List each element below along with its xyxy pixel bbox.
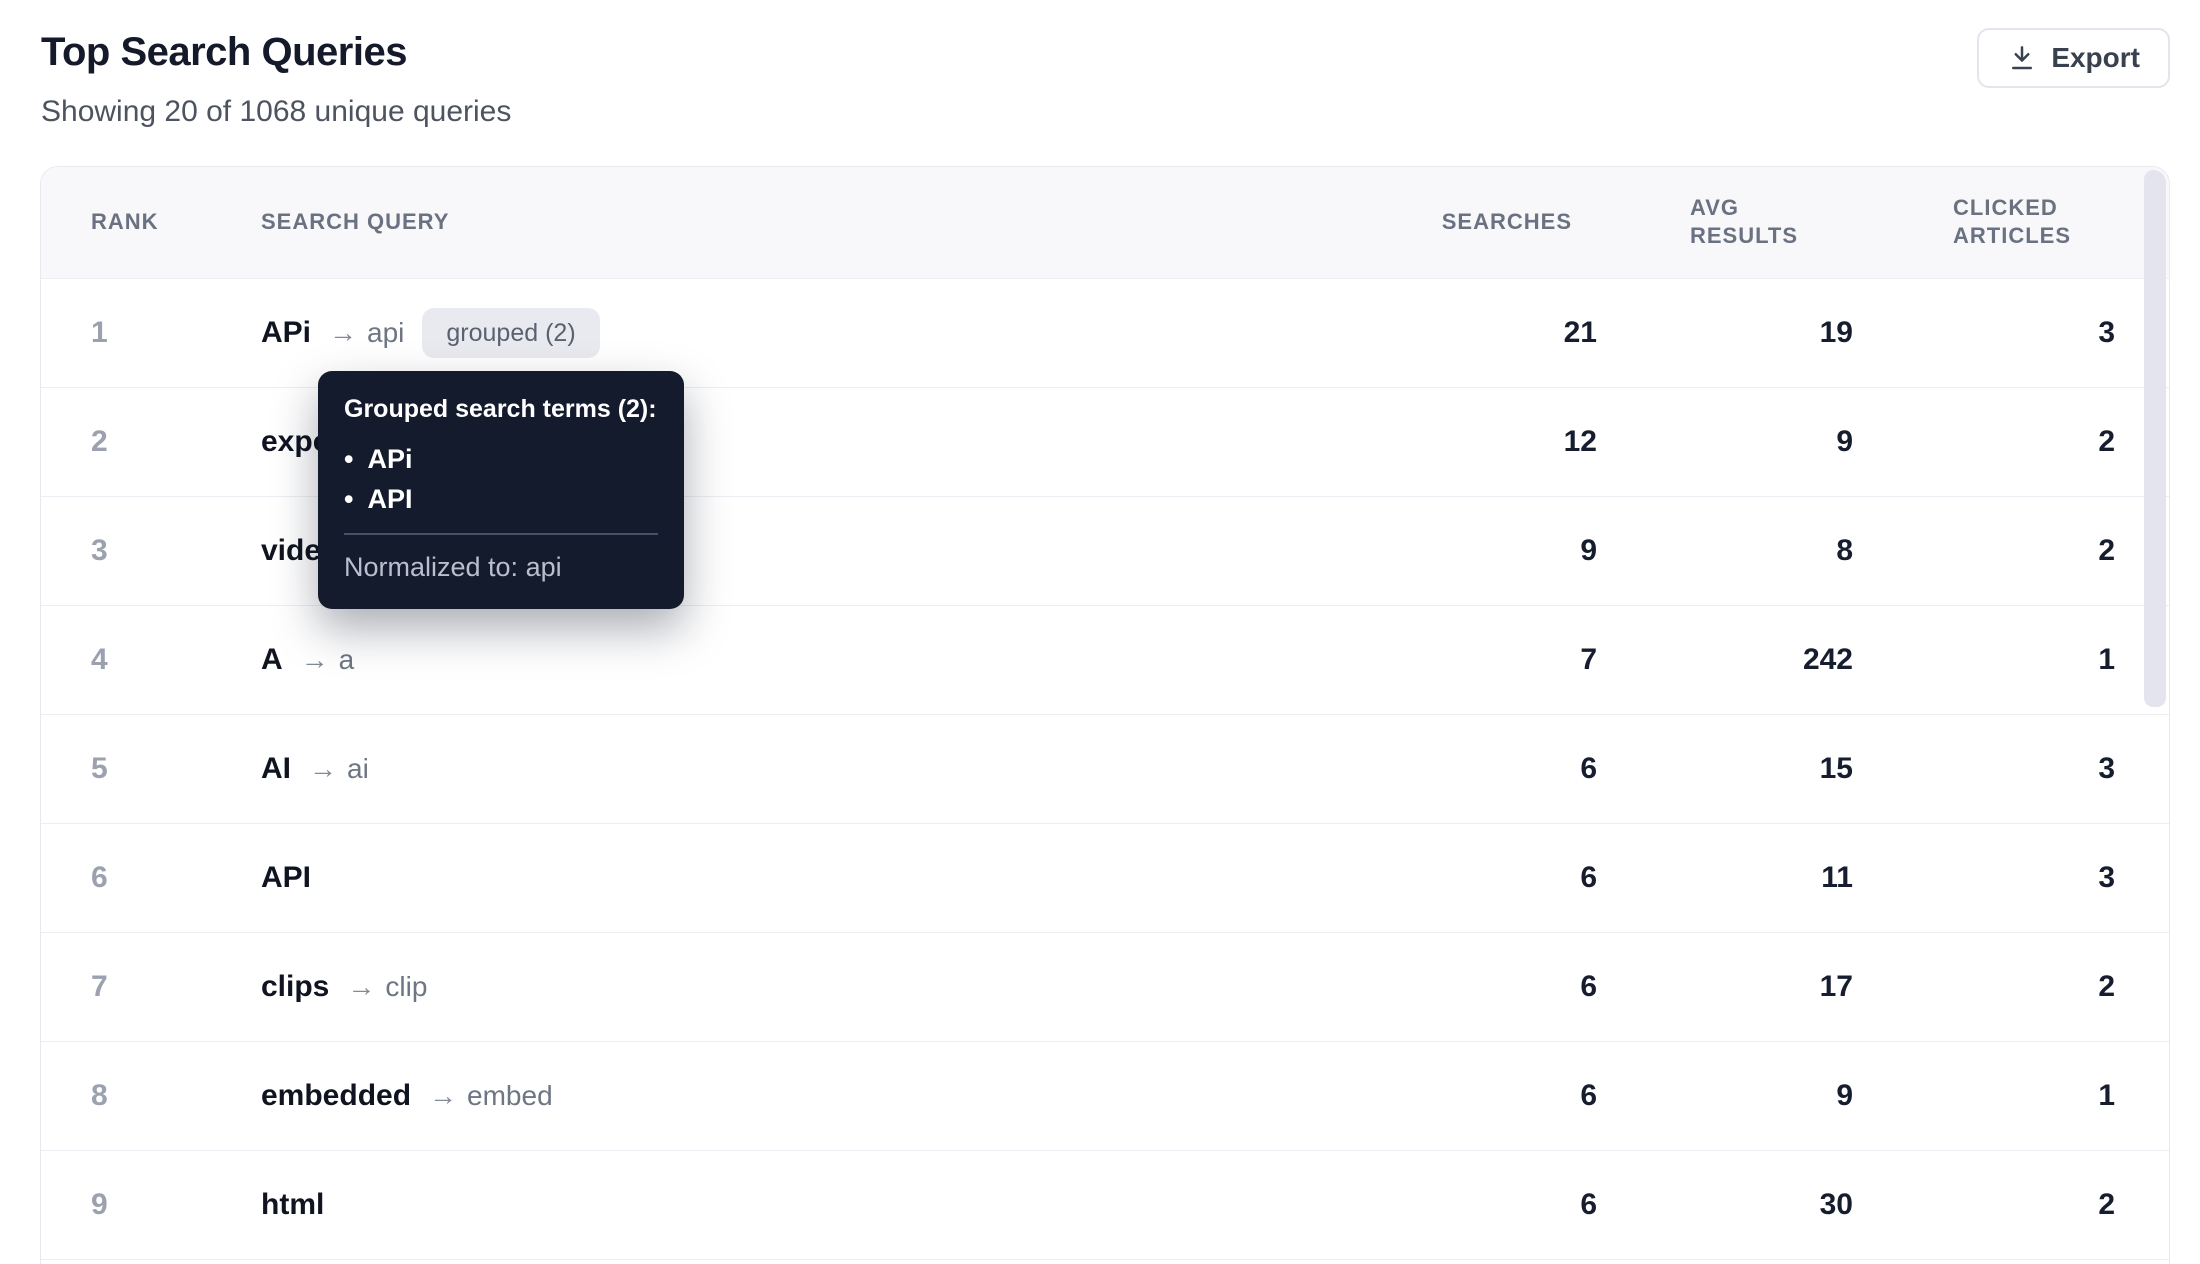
bullet-icon: •: [344, 484, 354, 514]
normalization: → api: [329, 317, 404, 349]
arrow-right-icon: →: [329, 316, 358, 348]
clicked-articles-cell: 1: [1861, 1040, 2169, 1150]
tooltip-item: • APi: [344, 439, 658, 479]
avg-results-cell: 15: [1605, 713, 1861, 823]
clicked-articles-cell: 2: [1861, 931, 2169, 1041]
clicked-articles-cell: 1: [1861, 604, 2169, 714]
arrow-right-icon: →: [300, 643, 329, 675]
avg-results-cell: 17: [1605, 931, 1861, 1041]
normalization: → embed: [429, 1080, 553, 1112]
searches-cell: 6: [1305, 713, 1605, 823]
rank-cell: 5: [41, 713, 261, 823]
query-text: API: [261, 860, 312, 894]
rank-cell: 4: [41, 604, 261, 714]
clicked-articles-cell: 2: [1861, 1149, 2169, 1260]
normalization: → ai: [309, 753, 369, 785]
table-row: 1 APi → api grouped (2) 21 19 3: [41, 277, 2169, 387]
avg-results-cell: 30: [1605, 1149, 1861, 1260]
tooltip-divider: [344, 533, 658, 535]
table-row: 5 AI → ai 6 15 3: [41, 713, 2169, 823]
query-text: AI: [261, 751, 291, 785]
query-cell: clips → clip: [261, 931, 1305, 1041]
tooltip-normalized-text: Normalized to: api: [344, 552, 562, 582]
bullet-icon: •: [344, 444, 354, 474]
export-button[interactable]: Export: [1977, 28, 2170, 88]
query-text: clips: [261, 969, 330, 1003]
searches-cell: 6: [1305, 1149, 1605, 1260]
column-header-search-query: SEARCH QUERY: [261, 167, 1305, 278]
query-cell: html: [261, 1149, 1305, 1260]
query-cell: APi → api grouped (2): [261, 277, 1305, 387]
avg-results-cell: 9: [1605, 1040, 1861, 1150]
rank-cell: 2: [41, 386, 261, 496]
grouped-terms-tooltip: Grouped search terms (2): • APi • API Norm…: [318, 371, 684, 609]
column-header-clicked-articles: CLICKED ARTICLES: [1861, 167, 2169, 278]
export-button-label: Export: [2051, 42, 2140, 73]
clicked-articles-cell: 3: [1861, 822, 2169, 932]
rank-cell: 6: [41, 822, 261, 932]
avg-results-cell: 11: [1605, 822, 1861, 932]
table-row: 9 html 6 30 2: [41, 1149, 2169, 1260]
searches-cell: 6: [1305, 822, 1605, 932]
rank-cell: 8: [41, 1040, 261, 1150]
arrow-right-icon: →: [309, 752, 337, 784]
avg-results-cell: 8: [1605, 495, 1861, 605]
searches-cell: 7: [1305, 604, 1605, 714]
query-cell: AI → ai: [261, 713, 1305, 823]
table-row: 8 embedded → embed 6 9 1: [41, 1040, 2169, 1150]
tooltip-item: • API: [344, 479, 658, 519]
queries-table: RANK SEARCH QUERY SEARCHES AVG RESULTS C…: [41, 167, 2169, 1260]
query-text: embedded: [261, 1078, 412, 1112]
download-icon: [2007, 43, 2037, 73]
page-title: Top Search Queries: [41, 30, 407, 74]
normalized-query-text: api: [367, 316, 405, 348]
searches-cell: 9: [1305, 495, 1605, 605]
tooltip-title: Grouped search terms (2):: [344, 395, 657, 423]
normalized-query-text: clip: [385, 970, 428, 1002]
searches-cell: 12: [1305, 386, 1605, 496]
table-row: 6 API 6 11 3: [41, 822, 2169, 932]
table-header-row: RANK SEARCH QUERY SEARCHES AVG RESULTS C…: [41, 167, 2169, 278]
tooltip-item-text: API: [367, 484, 413, 514]
arrow-right-icon: →: [429, 1079, 458, 1111]
normalization: → a: [301, 644, 355, 676]
query-text: html: [261, 1187, 325, 1221]
query-text: APi: [261, 315, 312, 349]
arrow-right-icon: →: [347, 970, 376, 1002]
query-cell: API: [261, 822, 1305, 932]
table-row: 4 A → a 7 242 1: [41, 604, 2169, 714]
clicked-articles-cell: 3: [1861, 277, 2169, 387]
searches-cell: 6: [1305, 931, 1605, 1041]
tooltip-item-list: • APi • API: [344, 439, 658, 519]
avg-results-cell: 19: [1605, 277, 1861, 387]
queries-table-card: RANK SEARCH QUERY SEARCHES AVG RESULTS C…: [40, 166, 2170, 1264]
query-cell: A → a: [261, 604, 1305, 714]
grouped-badge[interactable]: grouped (2): [422, 307, 600, 358]
clicked-articles-cell: 2: [1861, 495, 2169, 605]
avg-results-cell: 242: [1605, 604, 1861, 714]
normalization: → clip: [347, 971, 427, 1003]
column-header-rank: RANK: [41, 167, 261, 278]
query-text: A: [261, 642, 283, 676]
vertical-scrollbar-thumb[interactable]: [2144, 170, 2166, 707]
normalized-query-text: ai: [347, 752, 369, 784]
table-row: 7 clips → clip 6 17 2: [41, 931, 2169, 1041]
rank-cell: 3: [41, 495, 261, 605]
clicked-articles-cell: 2: [1861, 386, 2169, 496]
searches-cell: 6: [1305, 1040, 1605, 1150]
normalized-query-text: embed: [467, 1079, 553, 1111]
page-subtitle: Showing 20 of 1068 unique queries: [41, 95, 512, 128]
column-header-avg-results: AVG RESULTS: [1605, 167, 1861, 278]
rank-cell: 9: [41, 1149, 261, 1260]
avg-results-cell: 9: [1605, 386, 1861, 496]
searches-cell: 21: [1305, 277, 1605, 387]
query-cell: embedded → embed: [261, 1040, 1305, 1150]
clicked-articles-cell: 3: [1861, 713, 2169, 823]
rank-cell: 7: [41, 931, 261, 1041]
normalized-query-text: a: [338, 643, 355, 675]
tooltip-item-text: APi: [367, 444, 413, 474]
column-header-searches: SEARCHES: [1305, 167, 1605, 278]
rank-cell: 1: [41, 277, 261, 387]
